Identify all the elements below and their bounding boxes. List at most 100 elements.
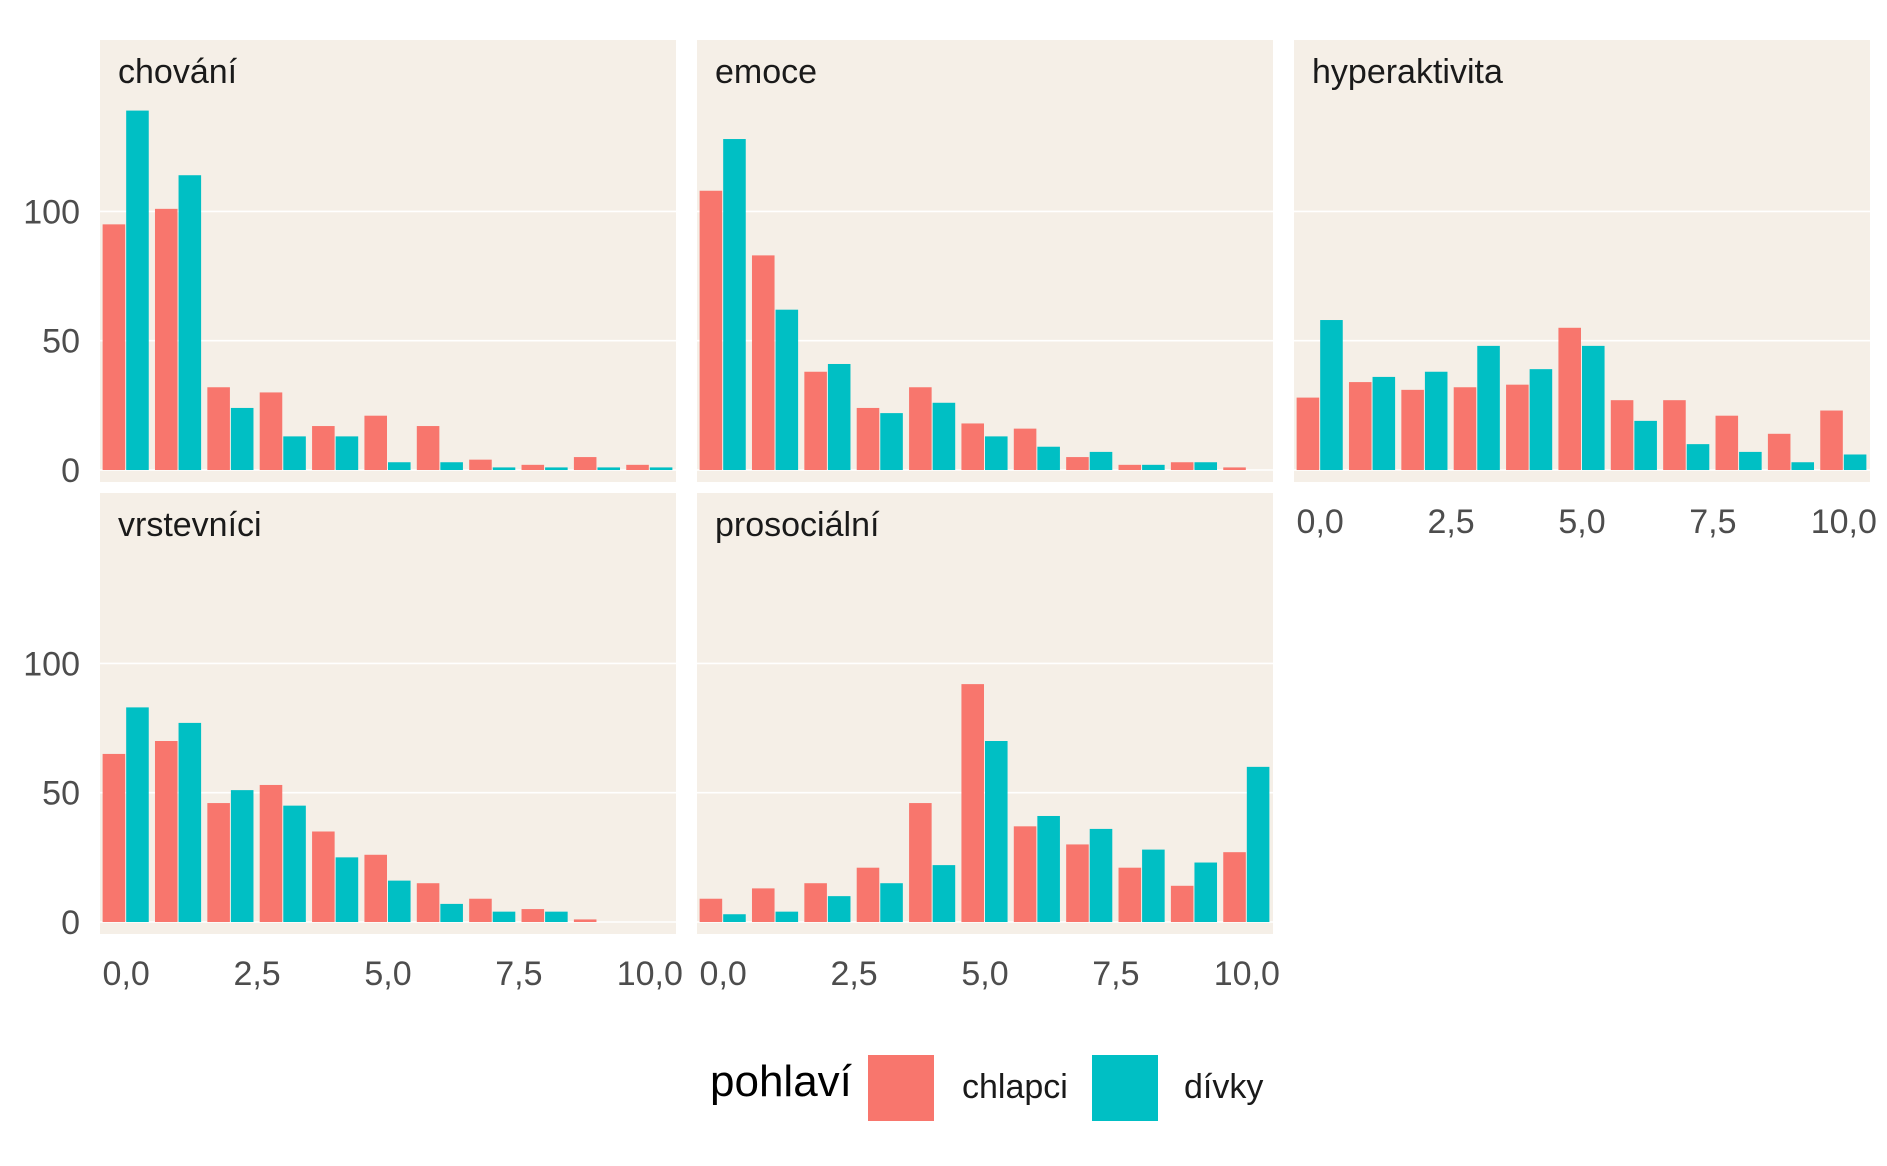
bar-chlapci-1 [1348,382,1372,470]
panel-5: prosociální [697,493,1273,934]
bar-dívky-6 [440,903,463,922]
panel-3: hyperaktivita [1294,40,1870,482]
bar-dívky-4 [1529,369,1553,470]
bar-chlapci-6 [1013,826,1037,922]
bar-chlapci-3 [1453,387,1477,470]
panel-1: chování [100,40,676,482]
bar-dívky-4 [335,436,359,470]
bar-chlapci-8 [1118,464,1142,470]
bar-chlapci-1 [751,888,775,922]
bar-dívky-6 [1037,446,1060,470]
bar-dívky-2 [827,363,851,470]
bar-chlapci-5 [1558,327,1581,470]
bar-dívky-9 [1194,462,1218,470]
legend-swatch-divky [1092,1055,1158,1121]
bar-dívky-9 [597,467,621,470]
bar-chlapci-1 [154,741,178,922]
bar-chlapci-2 [804,371,827,470]
bar-dívky-3 [283,436,306,470]
x-tick-label: 2,5 [830,955,877,993]
x-tick-label: 7,5 [495,955,542,993]
bar-chlapci-6 [416,883,440,922]
panel-4: vrstevníci [100,493,676,934]
bar-chlapci-9 [1170,462,1194,470]
legend-label-divky: dívky [1184,1068,1263,1106]
x-tick-label: 5,0 [1558,503,1605,541]
bar-chlapci-9 [1170,885,1194,922]
bar-dívky-2 [230,407,254,470]
bar-chlapci-5 [364,854,387,922]
bar-chlapci-3 [856,867,880,922]
bar-dívky-6 [440,462,463,470]
bar-dívky-8 [1142,464,1165,470]
bar-dívky-8 [1142,849,1165,922]
bar-dívky-10 [649,467,673,470]
bar-dívky-4 [932,865,956,922]
bar-chlapci-0 [699,898,723,922]
bar-dívky-1 [178,722,202,922]
legend-swatch-chlapci [868,1055,934,1121]
bar-chlapci-6 [416,426,440,470]
bar-dívky-3 [880,413,903,470]
bar-dívky-2 [1424,371,1448,470]
x-tick-label: 10,0 [617,955,683,993]
bar-dívky-1 [178,175,202,470]
bar-dívky-4 [335,857,359,922]
bar-dívky-2 [827,896,851,922]
bar-dívky-5 [985,741,1008,922]
bar-chlapci-0 [699,190,723,470]
bar-chlapci-2 [207,803,230,922]
panel-2: emoce [697,40,1273,482]
y-tick-label: 50 [42,323,80,361]
bar-dívky-3 [1477,345,1500,470]
panels: chování emoce hyperaktivita vrstevníci proso… [100,40,1870,934]
bar-dívky-7 [492,911,516,922]
legend-label-chlapci: chlapci [962,1068,1068,1106]
bar-chlapci-5 [961,684,984,922]
y-tick-label: 0 [61,452,80,490]
bar-dívky-10 [1246,766,1270,922]
bar-dívky-6 [1037,815,1060,922]
x-tick-label: 0,0 [1297,503,1344,541]
bar-dívky-8 [545,911,568,922]
bar-chlapci-7 [1066,457,1089,470]
bar-dívky-5 [388,462,411,470]
bar-chlapci-7 [1066,844,1089,922]
bar-chlapci-7 [1663,400,1686,470]
bar-chlapci-5 [364,415,387,470]
bar-dívky-7 [1089,451,1113,470]
bar-dívky-5 [985,436,1008,470]
bar-dívky-7 [492,467,516,470]
bar-chlapci-9 [573,457,597,470]
panel-title: hyperaktivita [1312,53,1503,91]
x-tick-label: 10,0 [1214,955,1280,993]
bar-chlapci-10 [1223,852,1246,922]
y-tick-label: 50 [42,775,80,813]
bar-chlapci-7 [469,898,492,922]
bar-chlapci-4 [1506,384,1529,470]
bar-chlapci-8 [1715,415,1739,470]
x-tick-label: 5,0 [961,955,1008,993]
panel-title: prosociální [715,506,880,544]
x-tick-label: 0,0 [103,955,150,993]
x-tick-label: 10,0 [1811,503,1877,541]
bar-dívky-3 [283,805,306,922]
y-tick-label: 100 [23,193,80,231]
bar-dívky-9 [1791,462,1815,470]
bar-chlapci-0 [102,753,126,922]
bar-chlapci-9 [573,919,597,922]
bar-dívky-2 [230,790,254,922]
x-tick-label: 2,5 [1427,503,1474,541]
bar-chlapci-0 [102,224,126,470]
bar-chlapci-4 [909,387,932,470]
bar-dívky-1 [775,911,799,922]
bar-dívky-0 [126,110,149,470]
bar-chlapci-10 [1820,410,1843,470]
bar-dívky-0 [723,914,746,922]
x-tick-label: 7,5 [1092,955,1139,993]
panel-title: vrstevníci [118,506,262,544]
bar-chlapci-10 [626,464,649,470]
bar-chlapci-8 [521,909,545,922]
bar-chlapci-5 [961,423,984,470]
